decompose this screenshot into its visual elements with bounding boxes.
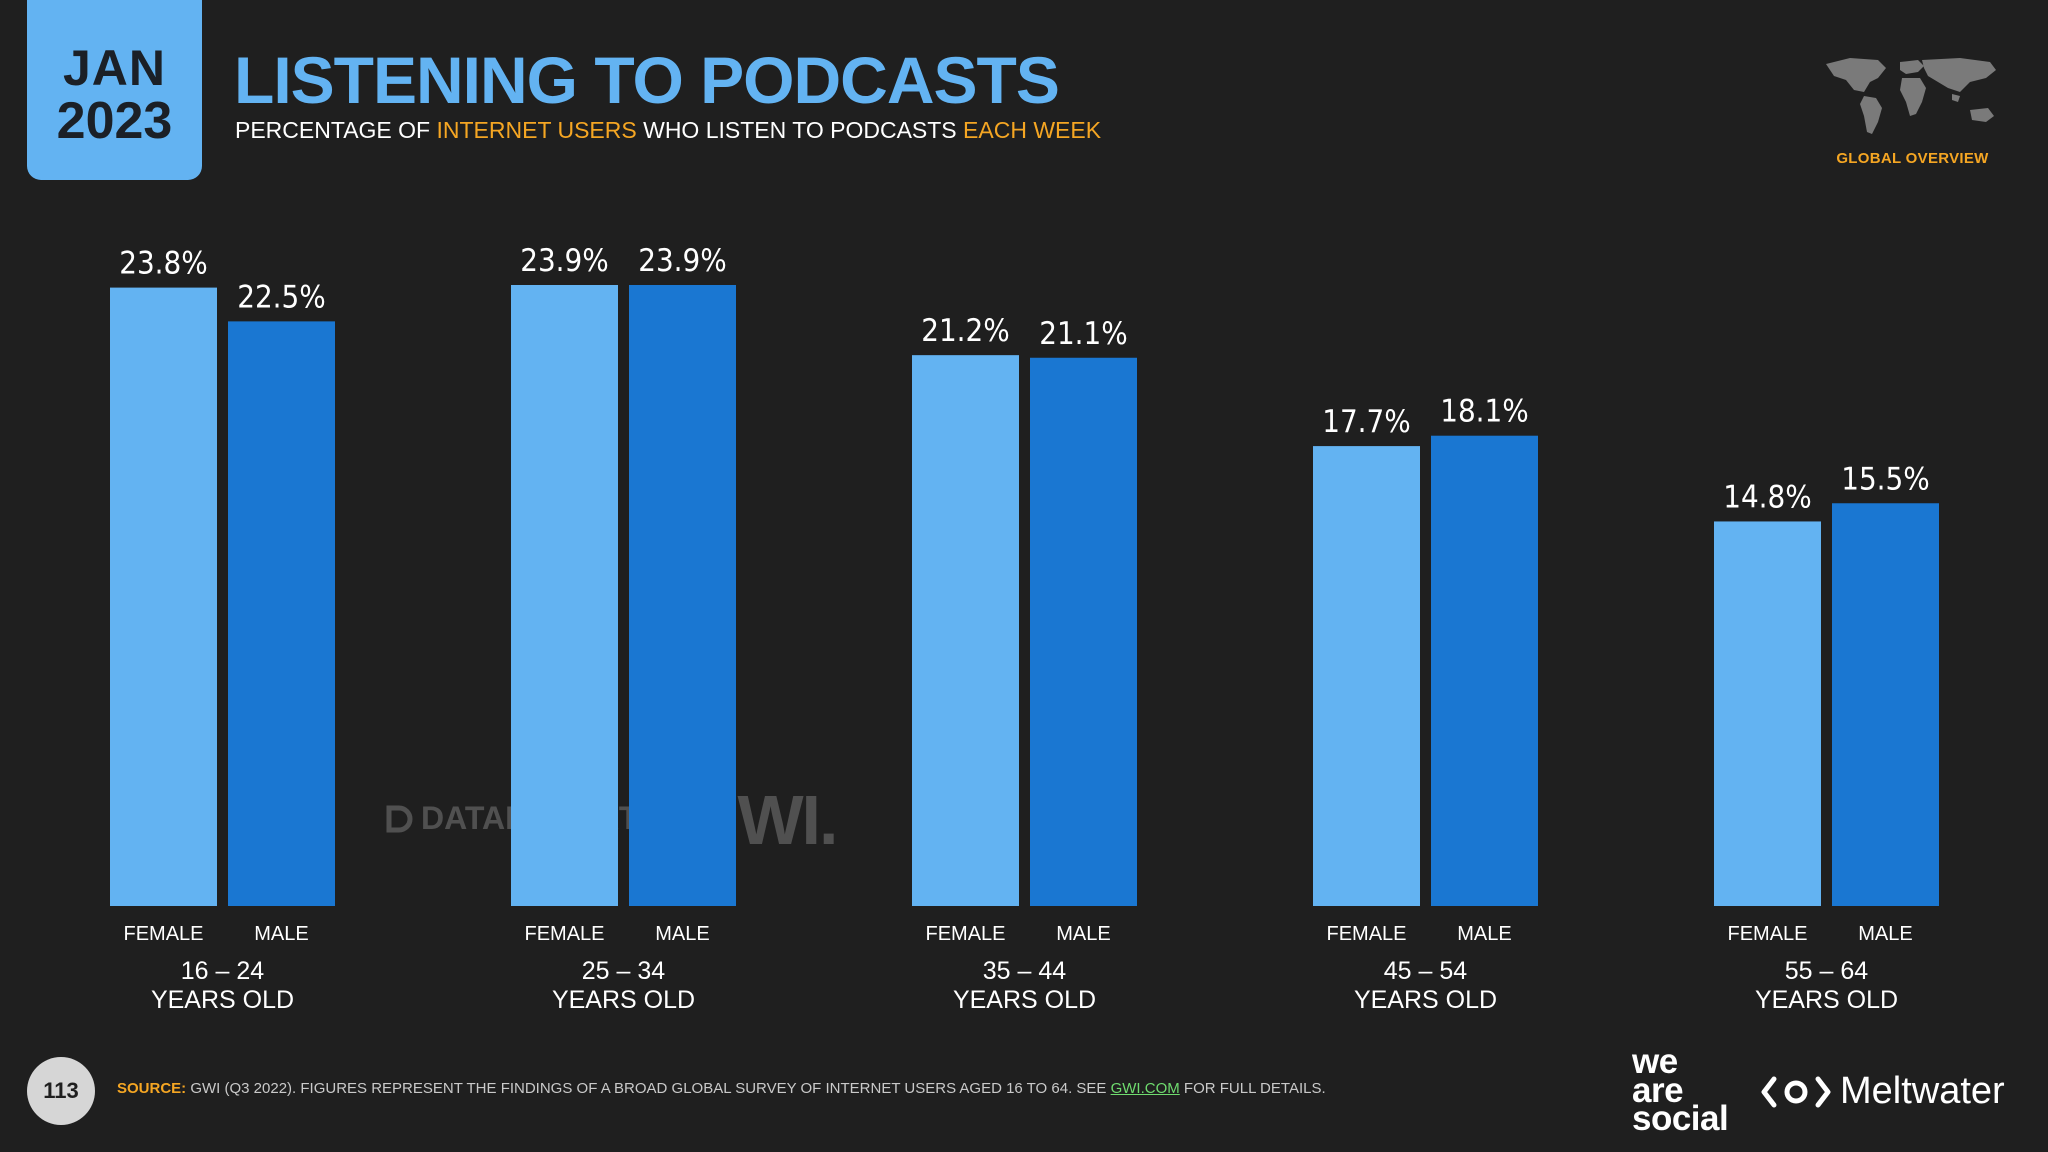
data-label-female-5: 14.8%	[1723, 479, 1812, 515]
category-suffix-2: YEARS OLD	[552, 986, 695, 1014]
datareportal-logo-icon	[386, 805, 413, 832]
data-label-female-4: 17.7%	[1322, 404, 1411, 440]
series-label-female-3: FEMALE	[925, 923, 1005, 945]
bar-male-5	[1832, 503, 1939, 906]
category-suffix-3: YEARS OLD	[953, 986, 1096, 1014]
date-badge: JAN 2023	[27, 0, 202, 180]
page-subtitle: PERCENTAGE OF INTERNET USERS WHO LISTEN …	[235, 117, 1101, 144]
source-end: FOR FULL DETAILS.	[1179, 1080, 1326, 1097]
series-label-male-4: MALE	[1457, 923, 1511, 945]
data-label-female-3: 21.2%	[921, 313, 1010, 349]
brand-line-2: are	[1632, 1070, 1684, 1110]
source-text: GWI (Q3 2022). FIGURES REPRESENT THE FIN…	[186, 1080, 1111, 1097]
brand-line-3: social	[1632, 1099, 1729, 1139]
subtitle-highlight-2: EACH WEEK	[963, 117, 1102, 143]
bar-male-4	[1431, 435, 1538, 906]
data-label-male-1: 22.5%	[237, 279, 326, 315]
brand-line-1: we	[1632, 1042, 1678, 1081]
category-range-4: 45 – 54	[1384, 957, 1468, 985]
series-label-female-5: FEMALE	[1727, 923, 1807, 945]
meltwater-logo: Meltwater	[1760, 1070, 2005, 1113]
series-label-female-1: FEMALE	[123, 923, 203, 945]
meltwater-text: Meltwater	[1840, 1070, 2005, 1112]
category-range-2: 25 – 34	[582, 957, 666, 985]
world-map-icon	[1820, 52, 2005, 142]
bar-male-2	[629, 285, 736, 906]
bar-male-3	[1030, 357, 1137, 906]
data-label-female-1: 23.8%	[119, 246, 208, 282]
source-note: SOURCE: GWI (Q3 2022). FIGURES REPRESENT…	[117, 1080, 1326, 1097]
series-label-female-2: FEMALE	[524, 923, 604, 945]
series-label-male-3: MALE	[1056, 923, 1110, 945]
bar-female-4	[1313, 446, 1420, 906]
global-overview-label: GLOBAL OVERVIEW	[1836, 150, 1989, 167]
bar-female-2	[511, 285, 618, 906]
data-label-male-5: 15.5%	[1841, 461, 1930, 497]
page-title: LISTENING TO PODCASTS	[234, 43, 1060, 117]
source-link[interactable]: GWI.COM	[1110, 1080, 1180, 1097]
data-label-male-4: 18.1%	[1440, 394, 1529, 430]
subtitle-part-1: PERCENTAGE OF	[235, 117, 437, 143]
page-number: 113	[27, 1057, 95, 1125]
data-label-male-2: 23.9%	[638, 243, 727, 279]
category-suffix-1: YEARS OLD	[151, 986, 294, 1014]
bar-female-5	[1714, 521, 1821, 906]
series-label-male-2: MALE	[655, 923, 709, 945]
subtitle-part-2: WHO LISTEN TO PODCASTS	[636, 117, 964, 143]
series-label-male-1: MALE	[254, 923, 308, 945]
category-range-3: 35 – 44	[983, 957, 1067, 985]
category-range-1: 16 – 24	[181, 957, 265, 985]
category-suffix-5: YEARS OLD	[1755, 986, 1898, 1014]
meltwater-mark-icon	[1761, 1076, 1831, 1107]
date-month: JAN	[62, 40, 167, 96]
category-range-5: 55 – 64	[1785, 957, 1869, 985]
we-are-social-logo: we are social	[1632, 1042, 1729, 1139]
bar-female-1	[110, 287, 217, 906]
subtitle-highlight-1: INTERNET USERS	[436, 117, 637, 143]
series-label-male-5: MALE	[1858, 923, 1912, 945]
date-year: 2023	[56, 92, 173, 150]
series-label-female-4: FEMALE	[1326, 923, 1406, 945]
data-label-male-3: 21.1%	[1039, 316, 1128, 352]
bar-male-1	[228, 321, 335, 906]
bar-female-3	[912, 355, 1019, 907]
source-label: SOURCE:	[117, 1080, 187, 1097]
category-suffix-4: YEARS OLD	[1354, 986, 1497, 1014]
data-label-female-2: 23.9%	[520, 243, 609, 279]
